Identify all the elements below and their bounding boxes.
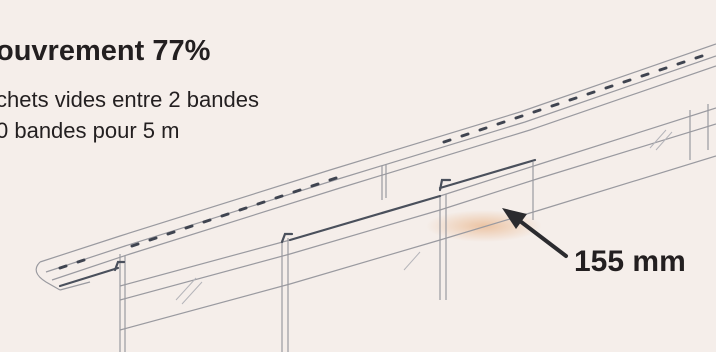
caption-line-gaps: chets vides entre 2 bandes — [0, 87, 259, 112]
clip-row — [58, 54, 704, 270]
coverage-title: ouvrement 77% — [0, 35, 211, 67]
strip-outline — [35, 43, 716, 352]
dimension-label: 155 mm — [574, 245, 686, 278]
caption-line-count: 0 bandes pour 5 m — [0, 118, 180, 143]
coverage-caption: ouvrement 77% chets vides entre 2 bandes… — [0, 34, 259, 146]
panel-glare — [175, 129, 673, 305]
lower-rail — [58, 158, 537, 288]
dimension-arrow — [502, 208, 568, 258]
